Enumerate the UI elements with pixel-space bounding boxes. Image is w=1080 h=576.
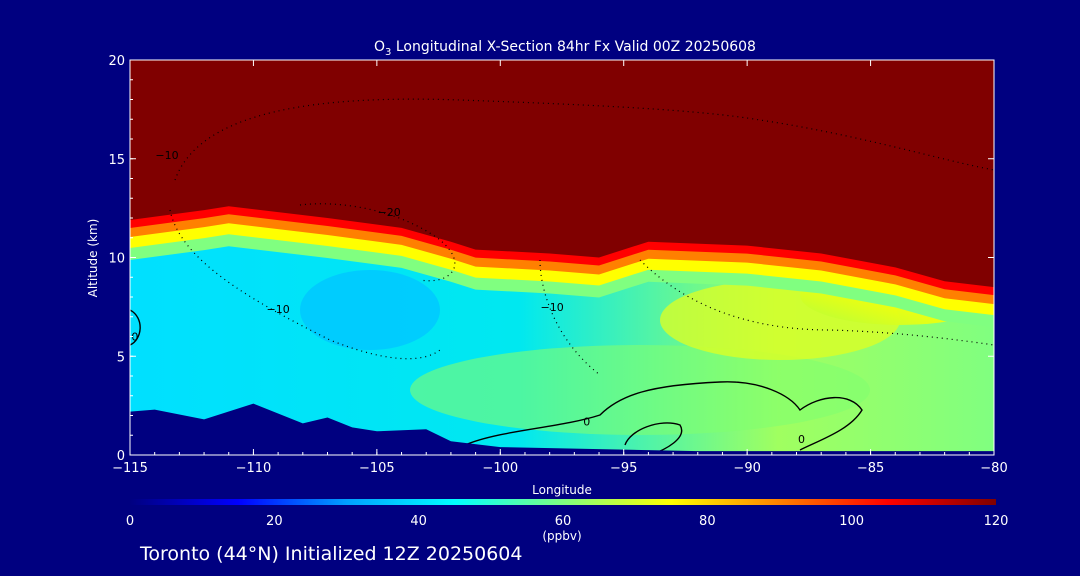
colorbar-tick-label: 0 <box>126 514 134 529</box>
colorbar-tick-label: 80 <box>699 514 716 529</box>
y-tick-label: 0 <box>117 449 125 464</box>
x-tick-label: −115 <box>112 461 148 476</box>
contour-label: −10 <box>266 303 289 316</box>
y-tick-label: 10 <box>108 252 125 267</box>
contour-label: −20 <box>378 206 401 219</box>
x-tick-label: −100 <box>482 461 518 476</box>
x-tick-label: −80 <box>980 461 1007 476</box>
colorbar <box>130 499 996 505</box>
contour-labels: −10 −20 −10 −10 0 0 0 <box>131 149 805 446</box>
colorbar-tick-label: 40 <box>410 514 427 529</box>
mid-green-band <box>410 345 870 435</box>
x-tick-label: −85 <box>857 461 884 476</box>
colorbar-unit-label: (ppbv) <box>542 529 581 543</box>
y-axis-label: Altitude (km) <box>86 219 100 298</box>
contour-solid-zero-main <box>464 381 863 451</box>
contour-label: 0 <box>798 433 805 446</box>
chart-title: O3 Longitudinal X-Section 84hr Fx Valid … <box>374 39 756 58</box>
colorbar-tick-label: 120 <box>984 514 1009 529</box>
contour-label: −10 <box>155 149 178 162</box>
y-tick-label: 20 <box>108 54 125 69</box>
x-tick-label: −105 <box>359 461 395 476</box>
contour-dotted-minus10-left <box>169 209 441 360</box>
x-axis: −115 −110 −105 −100 −95 −90 −85 −80 <box>112 60 1008 476</box>
contour-label: 0 <box>131 330 138 343</box>
contour-solid-zero-loop <box>624 422 683 455</box>
x-axis-label: Longitude <box>532 483 592 497</box>
colorbar-tick-label: 100 <box>839 514 864 529</box>
colorbar-tick-label: 60 <box>555 514 572 529</box>
contour-label: 0 <box>583 415 590 428</box>
low-ozone-region <box>300 270 440 350</box>
colorbar-ticks: 0 20 40 60 80 100 120 <box>126 514 1009 529</box>
x-tick-label: −95 <box>610 461 637 476</box>
contour-label: −10 <box>540 301 563 314</box>
x-tick-label: −90 <box>733 461 760 476</box>
x-tick-label: −110 <box>236 461 272 476</box>
contour-dotted-upper <box>174 98 994 181</box>
terrain-mask <box>130 403 994 455</box>
run-caption: Toronto (44°N) Initialized 12Z 20250604 <box>140 543 523 565</box>
colorbar-tick-label: 20 <box>266 514 283 529</box>
contour-solid-zero-left <box>130 309 141 346</box>
y-tick-label: 15 <box>108 153 125 168</box>
stratosphere-region <box>130 60 994 288</box>
contour-dotted-minus10-mid <box>539 259 601 376</box>
y-tick-label: 5 <box>117 350 125 365</box>
